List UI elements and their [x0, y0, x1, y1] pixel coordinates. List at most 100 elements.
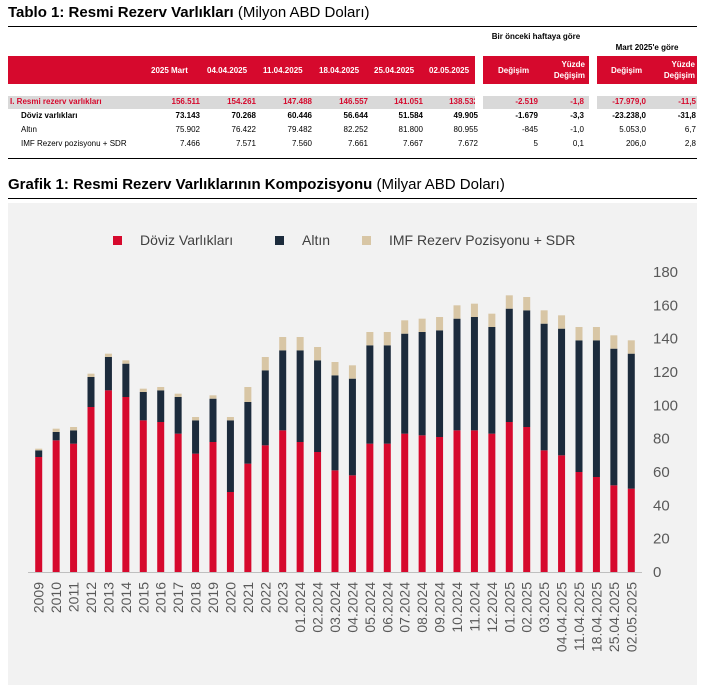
row-m-pct: -31,8	[677, 111, 696, 120]
group-header-weekly: Bir önceki haftaya göre	[491, 32, 581, 41]
bar-imf	[627, 340, 635, 354]
bar-doviz	[558, 455, 566, 572]
bar-altin	[174, 397, 182, 434]
bar-doviz	[418, 435, 426, 572]
col-header-1: 04.04.2025	[207, 66, 248, 75]
row-value: 7.661	[347, 139, 368, 148]
bar-imf	[505, 295, 513, 309]
bar-imf	[558, 315, 566, 329]
bar-doviz	[488, 433, 496, 572]
bar-altin	[87, 377, 95, 407]
row-w-change: -2.519	[515, 97, 538, 106]
row-m-pct: -11,5	[678, 97, 696, 106]
bar-imf	[314, 347, 322, 361]
chart-title-rule	[8, 198, 697, 199]
row-value: 156.511	[171, 97, 200, 106]
col-header-w-change: Değişim	[498, 66, 530, 75]
x-tick-label: 01.2025	[501, 582, 517, 633]
bar-imf	[104, 353, 112, 357]
bar-imf	[35, 448, 43, 451]
x-tick-label: 05.2024	[362, 582, 378, 633]
bar-altin	[436, 330, 444, 437]
x-tick-label: 06.2024	[379, 582, 395, 633]
bar-doviz	[383, 443, 391, 572]
bar-imf	[52, 428, 60, 432]
y-tick-label: 180	[653, 264, 678, 281]
row-m-change: -17.979,0	[612, 97, 646, 106]
bar-doviz	[505, 422, 513, 572]
bar-altin	[226, 420, 234, 492]
bar-imf	[70, 427, 78, 431]
x-tick-label: 2016	[153, 582, 169, 613]
x-tick-label: 03.2024	[327, 582, 343, 633]
bar-doviz	[244, 463, 252, 572]
bar-altin	[70, 430, 78, 444]
x-tick-label: 11.04.2025	[571, 582, 587, 651]
bar-doviz	[209, 442, 217, 572]
bar-altin	[52, 432, 60, 441]
bar-doviz	[453, 430, 461, 572]
row-w-change: -1.679	[515, 111, 538, 120]
y-tick-label: 100	[653, 397, 678, 414]
chart-title: Grafik 1: Resmi Rezerv Varlıklarının Kom…	[8, 176, 505, 193]
x-tick-label: 2013	[100, 582, 116, 613]
x-tick-label: 09.2024	[432, 582, 448, 633]
bar-doviz	[104, 390, 112, 572]
bar-altin	[279, 350, 287, 431]
column-gap	[475, 96, 483, 109]
bar-imf	[453, 305, 461, 319]
bar-imf	[470, 303, 478, 317]
bar-doviz	[70, 443, 78, 572]
row-value: 7.571	[235, 139, 256, 148]
bar-imf	[87, 373, 95, 377]
x-tick-label: 02.2025	[519, 582, 535, 633]
bar-doviz	[436, 437, 444, 572]
bar-doviz	[540, 450, 548, 572]
x-tick-label: 2009	[31, 582, 47, 613]
row-m-change: 206,0	[625, 139, 646, 148]
legend-swatch-doviz	[113, 236, 122, 245]
bar-altin	[592, 340, 600, 477]
row-value: 7.667	[402, 139, 423, 148]
legend-swatch-imf	[362, 236, 371, 245]
bar-altin	[523, 310, 531, 427]
col-header-4: 25.04.2025	[374, 66, 415, 75]
bar-doviz	[575, 472, 583, 572]
bar-imf	[192, 417, 200, 421]
row-w-pct: -1,0	[570, 125, 584, 134]
bar-imf	[157, 387, 165, 391]
bar-imf	[122, 360, 130, 364]
x-tick-label: 2014	[118, 582, 134, 613]
bar-doviz	[627, 488, 635, 572]
bar-imf	[209, 395, 217, 399]
bar-imf	[296, 337, 304, 351]
bar-doviz	[331, 470, 339, 572]
x-tick-label: 10.2024	[449, 582, 465, 633]
bar-altin	[505, 308, 513, 422]
row-value: 79.482	[287, 125, 312, 134]
bar-imf	[610, 335, 618, 349]
bar-altin	[366, 345, 374, 444]
bar-altin	[418, 332, 426, 436]
col-header-3: 18.04.2025	[319, 66, 360, 75]
col-header-m-change: Değişim	[611, 66, 643, 75]
table-header-weekly: Değişim Yüzde Değişim	[483, 56, 589, 84]
row-w-pct: 0,1	[572, 139, 584, 148]
row-value: 154.261	[227, 97, 256, 106]
bar-altin	[157, 390, 165, 422]
bar-altin	[331, 375, 339, 471]
table-title-sub: (Milyon ABD Doları)	[237, 4, 370, 21]
bar-altin	[575, 340, 583, 472]
bar-imf	[540, 310, 548, 324]
table-header-main: 2025 Mart 04.04.2025 11.04.2025 18.04.20…	[8, 56, 475, 84]
bar-doviz	[52, 440, 60, 572]
bar-imf	[261, 357, 269, 371]
table-row: IMF Rezerv pozisyonu + SDR 7.466 7.571 7.56…	[8, 138, 697, 151]
bar-altin	[453, 318, 461, 431]
bar-doviz	[139, 420, 147, 572]
col-header-5: 02.05.2025	[429, 66, 470, 75]
bar-doviz	[87, 407, 95, 572]
row-m-pct: 2,8	[684, 139, 696, 148]
row-label: Altın	[21, 125, 38, 134]
